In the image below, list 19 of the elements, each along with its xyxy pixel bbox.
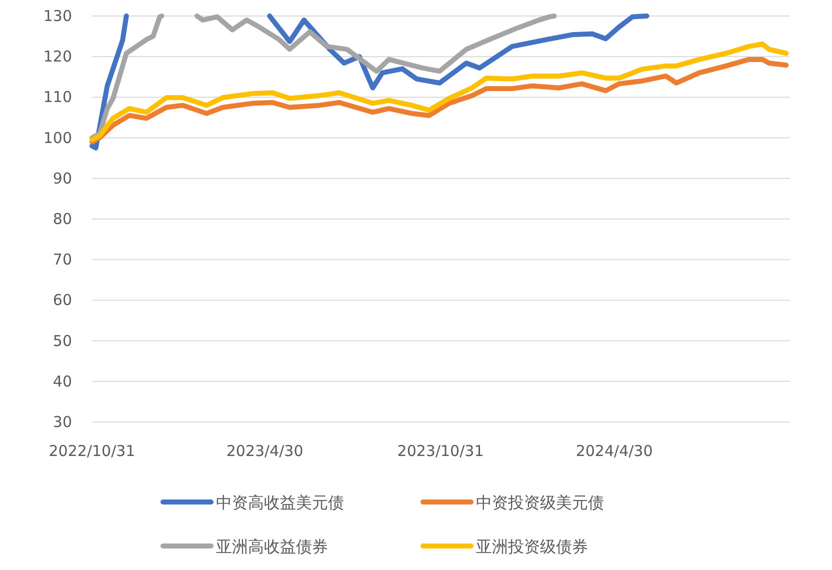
legend-label: 中资高收益美元债 — [216, 493, 344, 512]
x-tick-label: 2023/4/30 — [226, 442, 304, 460]
y-tick-label: 90 — [52, 169, 72, 188]
y-tick-label: 80 — [52, 210, 72, 228]
y-tick-label: 120 — [43, 48, 72, 66]
y-tick-label: 60 — [52, 291, 72, 310]
x-tick-label: 2022/10/31 — [48, 442, 136, 460]
legend-label: 亚洲高收益债券 — [216, 537, 328, 556]
x-tick-label: 2024/4/30 — [576, 442, 653, 460]
legend-label: 亚洲投资级债券 — [476, 537, 588, 556]
legend-label: 中资投资级美元债 — [476, 493, 604, 512]
y-tick-label: 100 — [43, 128, 72, 147]
y-tick-label: 110 — [43, 88, 72, 106]
y-tick-label: 70 — [52, 250, 72, 269]
y-tick-label: 130 — [43, 7, 72, 25]
x-tick-label: 2023/10/31 — [397, 442, 484, 460]
y-tick-label: 40 — [52, 372, 72, 390]
y-tick-label: 50 — [52, 332, 72, 350]
y-tick-label: 30 — [52, 413, 72, 431]
